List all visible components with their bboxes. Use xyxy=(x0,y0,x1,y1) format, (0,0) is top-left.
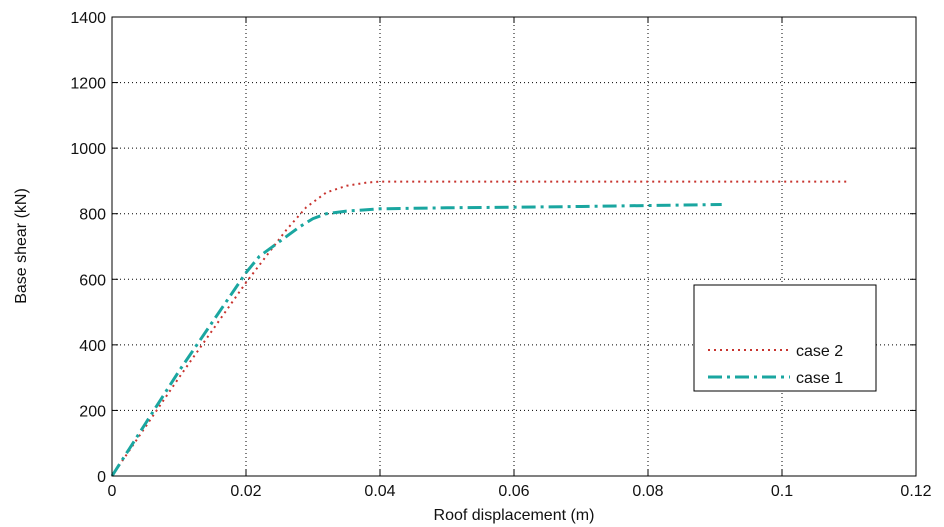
legend-label-case-1: case 1 xyxy=(796,370,843,387)
x-tick-label: 0.12 xyxy=(900,483,931,500)
legend-label-case-2: case 2 xyxy=(796,343,843,360)
y-tick-labels: 0 200 400 600 800 1000 1200 1400 xyxy=(70,10,106,486)
axis-ticks xyxy=(111,16,917,477)
y-axis-title: Base shear (kN) xyxy=(13,188,30,304)
x-tick-label: 0.1 xyxy=(771,483,793,500)
x-tick-label: 0.04 xyxy=(364,483,395,500)
series-line-case-1 xyxy=(110,203,722,477)
y-tick-label: 1000 xyxy=(70,141,106,158)
y-tick-label: 400 xyxy=(79,338,106,355)
legend-box xyxy=(693,284,877,392)
y-tick-label: 200 xyxy=(79,403,106,420)
x-tick-label: 0.02 xyxy=(230,483,261,500)
x-tick-label: 0 xyxy=(108,483,117,500)
y-tick-label: 1400 xyxy=(70,10,106,27)
y-tick-label: 0 xyxy=(97,469,106,486)
series-line-case-2 xyxy=(111,180,849,477)
x-axis-title: Roof displacement (m) xyxy=(434,507,595,524)
x-tick-labels: 0 0.02 0.04 0.06 0.08 0.1 0.12 xyxy=(108,483,932,500)
y-tick-label: 800 xyxy=(79,207,106,224)
y-tick-label: 600 xyxy=(79,272,106,289)
x-tick-label: 0.08 xyxy=(632,483,663,500)
grid xyxy=(112,17,916,476)
legend: case 2 case 1 xyxy=(693,284,877,392)
x-tick-label: 0.06 xyxy=(498,483,529,500)
series-lines xyxy=(110,180,849,477)
y-tick-label: 1200 xyxy=(70,76,106,93)
